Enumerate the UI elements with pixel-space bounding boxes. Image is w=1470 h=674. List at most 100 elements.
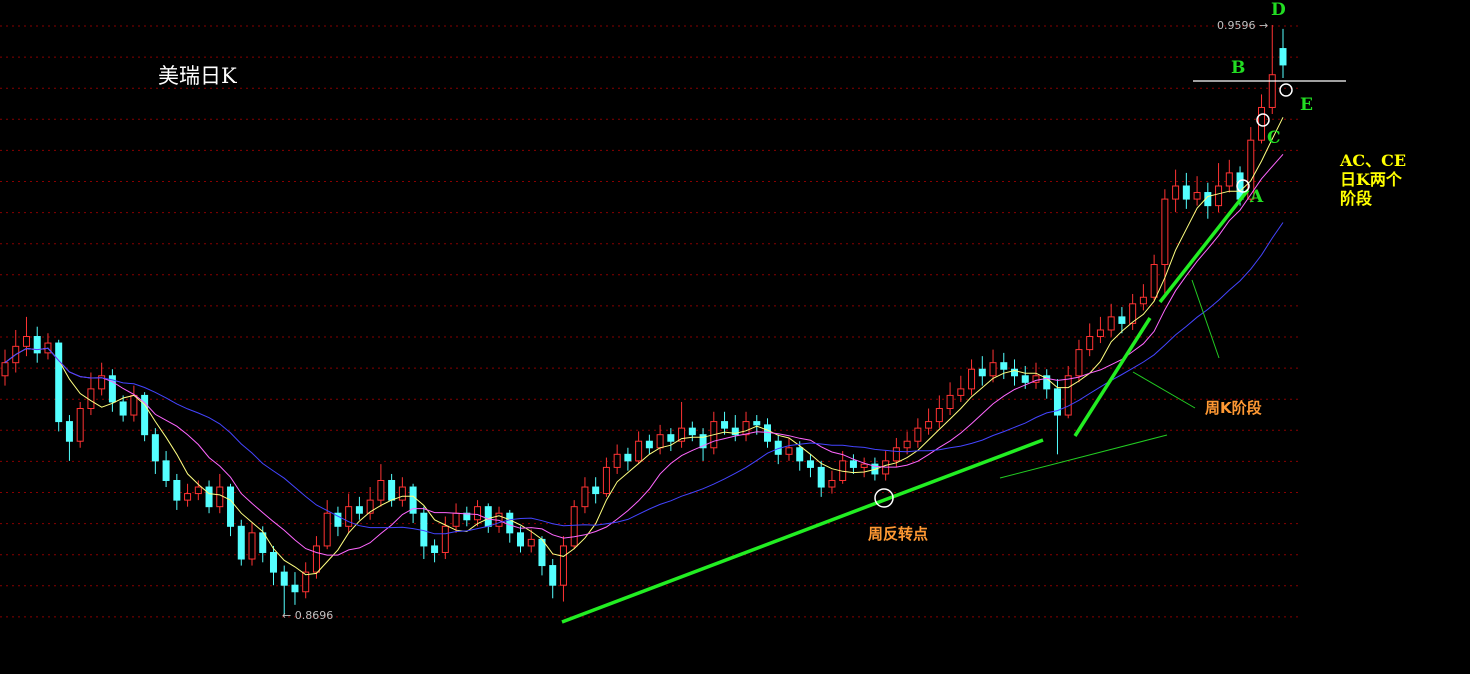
candle-body [1129,303,1137,324]
candle [388,473,396,507]
candle-body [33,336,41,354]
candle [602,457,610,497]
candle-body [302,571,310,593]
point-a-circle [1236,179,1250,193]
candle-body [259,532,267,553]
ma-line-10 [4,153,1284,556]
candle-body [978,368,986,377]
candle-body [1118,316,1126,324]
candle [592,477,600,504]
candle-body [1053,388,1061,416]
candle-body [388,479,396,501]
candle-body [431,545,439,553]
candle [119,395,127,422]
candle [474,500,482,527]
candle [227,483,235,537]
candle-body [678,427,686,442]
candle-body [398,486,406,501]
candle [742,411,750,442]
candle-body [903,440,911,449]
candle [1,349,9,386]
candle-body [527,538,535,547]
candle [1096,316,1104,344]
candle [1150,254,1158,301]
candle [1247,127,1255,203]
candle-body [688,427,696,436]
weekly-trend-line [561,438,1044,624]
candle [44,333,52,360]
candle [409,483,417,524]
candle [914,418,922,448]
candle-body [892,447,900,462]
candle-body [184,493,192,501]
candle [108,369,116,412]
candle [420,506,428,560]
candle [903,431,911,455]
point-c-circle [1256,113,1270,127]
candle-body [946,394,954,410]
candle-body [1225,172,1233,187]
candle-body [742,421,750,436]
candle-body [484,506,492,527]
point-e-label: E [1300,95,1313,115]
candle [559,536,567,602]
candle-body [1172,185,1180,200]
candle [860,457,868,478]
candle-body [334,512,342,527]
candle [1075,339,1083,383]
daily-stage-note: AC、CE 日K两个 阶段 [1340,151,1406,208]
candle-body [173,479,181,501]
candle-body [420,512,428,547]
candle [431,539,439,563]
note-line: AC、CE [1340,151,1407,170]
pointer-line [1191,279,1220,359]
point-d-label: D [1271,0,1286,20]
candle-body [55,342,63,423]
candle-body [22,336,30,347]
candle-body [237,525,245,560]
candle [205,480,213,514]
candle [237,519,245,566]
candle [699,428,707,461]
candle-body [323,512,331,547]
high-price-label: 0.9596 → [1217,19,1269,32]
candle [334,506,342,537]
thin-trend-line [999,434,1168,479]
high-price-value: 0.9596 [1217,19,1256,32]
candle [613,444,621,474]
low-price-value: 0.8696 [294,609,334,622]
candle [656,424,664,455]
candle-body [602,466,610,495]
candle [1172,169,1180,213]
candle [506,509,514,543]
candle [76,401,84,448]
candle [151,428,159,474]
candle-body [366,499,374,514]
candle-body [1150,264,1158,298]
candle-body [291,584,299,593]
candle [1139,284,1147,311]
candle-body [1096,329,1104,338]
candle [463,506,471,527]
candle [624,447,632,471]
candle [323,500,331,550]
candle-body [1279,48,1287,66]
candle [1107,303,1115,337]
candle [925,408,933,435]
candle [269,545,277,586]
weekly-stage-line [1073,317,1152,437]
low-price-label: ← 0.8696 [282,609,334,622]
weekly-stage-label: 周K阶段 [1205,399,1262,417]
candle-body [119,401,127,416]
point-c-label: C [1267,128,1281,148]
annotation-lines [561,80,1346,624]
candle-body [538,538,546,567]
candle [1032,362,1040,389]
candle [516,526,524,553]
candle-body [98,375,106,390]
candle-body [914,427,922,442]
candle [355,496,363,520]
candle [302,562,310,599]
candle-body [968,368,976,390]
